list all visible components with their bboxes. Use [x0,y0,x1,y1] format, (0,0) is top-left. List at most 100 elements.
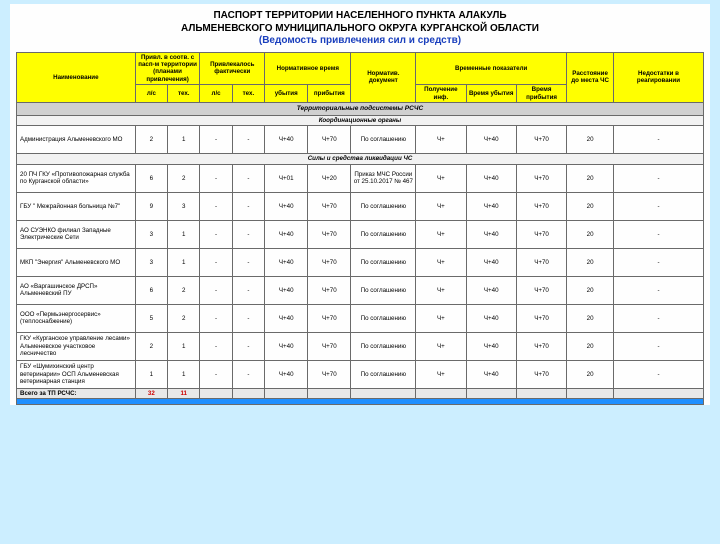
cell-p-ls: 3 [135,220,167,248]
cell-p-t: 2 [168,164,200,192]
cell-a-ls: - [200,164,232,192]
totals-cell [516,388,566,398]
col-time-depart: Время убытия [466,85,516,103]
cell-recv: Ч+ [416,332,466,360]
cell-dist: 20 [567,276,614,304]
subsection-coord: Координационные органы [17,115,704,125]
cell-ra: Ч+70 [516,164,566,192]
cell-recv: Ч+ [416,126,466,154]
cell-ra: Ч+70 [516,126,566,154]
col-planned: Привл. в соотв. с пасп-м территории (пла… [135,52,200,85]
subtitle: (Ведомость привлечения сил и средств) [16,35,704,48]
title-line-2: АЛЬМЕНЕВСКОГО МУНИЦИПАЛЬНОГО ОКРУГА КУРГ… [16,23,704,36]
cell-rd: Ч+40 [466,164,516,192]
cell-name: Администрация Альменевского МО [17,126,136,154]
cell-dist: 20 [567,304,614,332]
cell-a-ls: - [200,220,232,248]
cell-dist: 20 [567,220,614,248]
cell-p-ls: 3 [135,248,167,276]
cell-ra: Ч+70 [516,220,566,248]
subsection-forces-cell: Силы и средства ликвидации ЧС [17,154,704,164]
totals-cell: 11 [168,388,200,398]
cell-ra: Ч+70 [516,360,566,388]
cell-rd: Ч+40 [466,220,516,248]
cell-a-ls: - [200,360,232,388]
cell-rd: Ч+40 [466,126,516,154]
totals-cell: 32 [135,388,167,398]
totals-row: Всего за ТП РСЧС:3211 [17,388,704,398]
document-header: ПАСПОРТ ТЕРРИТОРИИ НАСЕЛЕННОГО ПУНКТА АЛ… [16,8,704,52]
cell-doc: По соглашению [351,304,416,332]
cell-def: - [613,276,703,304]
cell-a-t: - [232,164,264,192]
col-distance: Расстояние до места ЧС [567,52,614,103]
cell-def: - [613,248,703,276]
col-norm-depart: убытия [265,85,308,103]
cell-p-ls: 9 [135,192,167,220]
table-row: 20 ПЧ ГКУ «Противопожарная служба по Кур… [17,164,704,192]
cell-name: АО СУЭНКО филиал Западные Электрические … [17,220,136,248]
subsection-coord-cell: Координационные органы [17,115,704,125]
cell-a-t: - [232,304,264,332]
cell-nt-d: Ч+01 [265,164,308,192]
table-row: АО СУЭНКО филиал Западные Электрические … [17,220,704,248]
cell-dist: 20 [567,192,614,220]
cell-a-ls: - [200,332,232,360]
col-planned-ls: л/с [135,85,167,103]
cell-nt-d: Ч+40 [265,248,308,276]
cell-rd: Ч+40 [466,332,516,360]
cell-a-t: - [232,192,264,220]
cell-p-t: 1 [168,126,200,154]
cell-dist: 20 [567,360,614,388]
col-norm-time: Нормативное время [265,52,351,85]
cell-recv: Ч+ [416,220,466,248]
cell-recv: Ч+ [416,164,466,192]
cell-p-ls: 6 [135,276,167,304]
cell-ra: Ч+70 [516,276,566,304]
resources-table: Наименование Привл. в соотв. с пасп-м те… [16,52,704,406]
cell-p-t: 1 [168,360,200,388]
col-shortfall: Недостатки в реагировании [613,52,703,103]
document-page: ПАСПОРТ ТЕРРИТОРИИ НАСЕЛЕННОГО ПУНКТА АЛ… [10,4,710,405]
cell-p-ls: 2 [135,126,167,154]
cell-a-ls: - [200,126,232,154]
totals-cell [613,388,703,398]
cell-name: МКП "Энергия" Альменевского МО [17,248,136,276]
cell-a-t: - [232,126,264,154]
totals-cell [416,388,466,398]
cell-doc: По соглашению [351,332,416,360]
cell-a-t: - [232,332,264,360]
cell-recv: Ч+ [416,304,466,332]
cell-name: АО «Варгашинское ДРСП» Альменевский ПУ [17,276,136,304]
cell-doc: По соглашению [351,220,416,248]
cell-def: - [613,304,703,332]
cell-dist: 20 [567,248,614,276]
col-norm-doc: Норматив. документ [351,52,416,103]
totals-cell [351,388,416,398]
cell-nt-a: Ч+70 [308,248,351,276]
cell-recv: Ч+ [416,248,466,276]
totals-cell [265,388,308,398]
cell-doc: По соглашению [351,276,416,304]
cell-nt-a: Ч+20 [308,164,351,192]
table-row: ООО «Пермьэнергосервис» (теплоснабжение)… [17,304,704,332]
cell-dist: 20 [567,332,614,360]
table-row: МКП "Энергия" Альменевского МО31--Ч+40Ч+… [17,248,704,276]
cell-nt-d: Ч+40 [265,332,308,360]
cell-recv: Ч+ [416,276,466,304]
cell-a-ls: - [200,304,232,332]
table-row: ГБУ " Межрайонная больница №7"93--Ч+40Ч+… [17,192,704,220]
col-actual-ls: л/с [200,85,232,103]
cell-nt-a: Ч+70 [308,126,351,154]
col-time-arrive: Время прибытия [516,85,566,103]
title-line-1: ПАСПОРТ ТЕРРИТОРИИ НАСЕЛЕННОГО ПУНКТА АЛ… [16,10,704,23]
cell-rd: Ч+40 [466,248,516,276]
cell-name: ГБУ " Межрайонная больница №7" [17,192,136,220]
cell-nt-d: Ч+40 [265,304,308,332]
cell-p-ls: 2 [135,332,167,360]
cell-p-ls: 5 [135,304,167,332]
cell-nt-a: Ч+70 [308,332,351,360]
cell-name: ГБУ «Шумихинский центр ветеринарии» ОСП … [17,360,136,388]
subsection-forces: Силы и средства ликвидации ЧС [17,154,704,164]
section-territorial-cell: Территориальные подсистемы РСЧС [17,103,704,116]
